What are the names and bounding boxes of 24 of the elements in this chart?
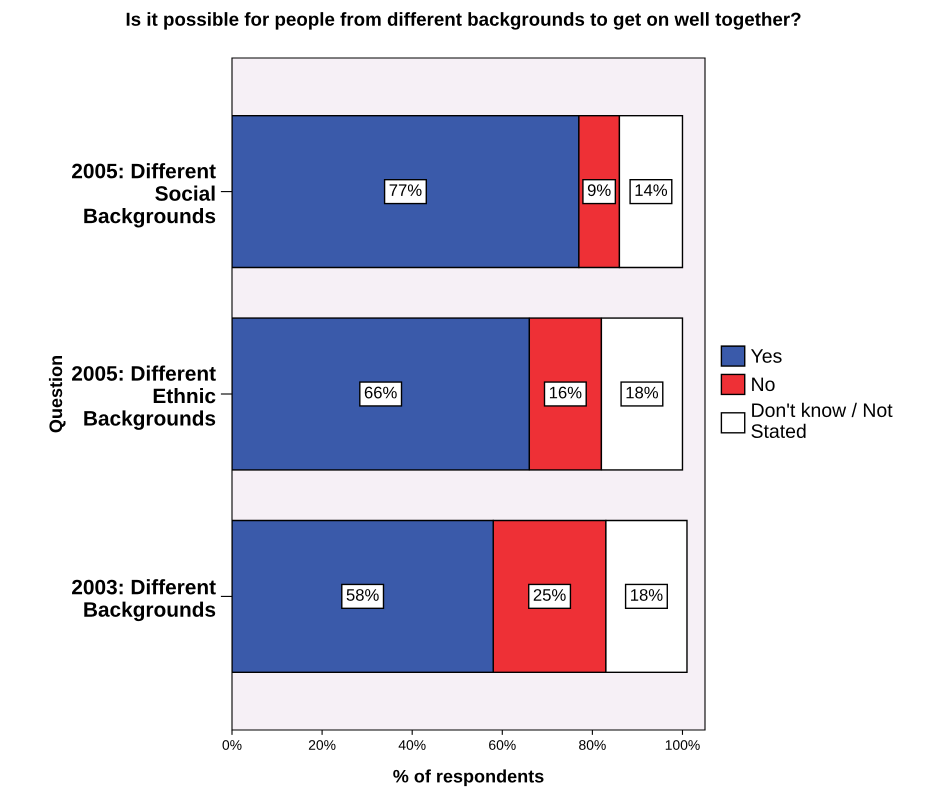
x-tick-label: 40%: [398, 740, 426, 750]
legend-label: Yes: [750, 349, 782, 363]
y-axis-title: Question: [48, 356, 66, 432]
data-label: 18%: [631, 589, 663, 601]
x-axis-title: % of respondents: [393, 769, 544, 786]
y-tick-label: 2003: Different Backgrounds: [72, 579, 216, 622]
chart-title: Is it possible for people from different backgrounds to get on well together?: [126, 12, 800, 30]
data-label: 58%: [346, 589, 379, 601]
data-label: 9%: [588, 184, 611, 196]
x-tick-label: 0%: [222, 740, 242, 750]
data-label: 14%: [636, 184, 668, 196]
y-tick-label: 2005: Different Ethnic Backgrounds: [72, 366, 216, 430]
x-tick-label: 60%: [489, 740, 516, 750]
data-label: 25%: [534, 589, 566, 601]
x-tick-label: 100%: [666, 740, 700, 750]
legend-label: No: [752, 378, 775, 392]
data-label: 18%: [626, 386, 658, 398]
x-tick-label: 20%: [308, 740, 336, 750]
data-label: 77%: [390, 184, 422, 196]
data-label: 16%: [550, 386, 582, 398]
data-label: 66%: [364, 386, 397, 398]
legend-label: Don't know / Not Stated: [751, 402, 892, 438]
x-tick-label: 80%: [579, 740, 606, 750]
y-tick-label: 2005: Different Social Backgrounds: [72, 163, 216, 228]
